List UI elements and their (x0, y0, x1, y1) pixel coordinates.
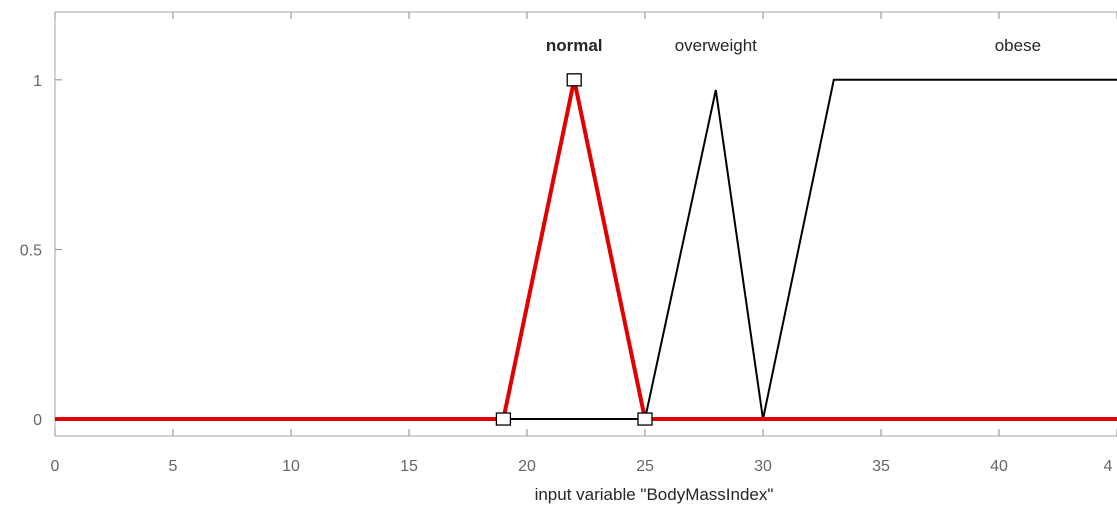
x-axis-title: input variable "BodyMassIndex" (535, 485, 774, 504)
mf-label-obese[interactable]: obese (995, 36, 1041, 55)
mf-handle-normal[interactable] (637, 412, 653, 426)
x-tick-label: 10 (282, 458, 300, 475)
x-tick-label: 20 (518, 458, 536, 475)
x-tick-label: 40 (990, 458, 1008, 475)
x-tick-label: 25 (636, 458, 654, 475)
x-tick-label: 30 (754, 458, 772, 475)
mf-labels: normal overweight obese (546, 36, 1041, 55)
mf-handle-normal[interactable] (566, 73, 582, 87)
y-tick-label: 0.5 (20, 242, 42, 259)
x-tick-label: 0 (51, 458, 60, 475)
x-tick-label: 15 (400, 458, 418, 475)
mf-label-overweight[interactable]: overweight (675, 36, 757, 55)
handles-layer[interactable] (495, 73, 653, 426)
x-tick-label: 5 (169, 458, 178, 475)
y-tick-label: 0 (33, 412, 42, 429)
axes-frame (54, 11, 1117, 437)
y-tick-label: 1 (33, 73, 42, 90)
x-tick-label: 35 (872, 458, 890, 475)
axis-ticks: 0 5 10 15 20 25 30 35 40 400.51 (20, 12, 1117, 475)
mf-handle-normal[interactable] (495, 412, 512, 426)
x-tick-label: 4 (1104, 458, 1113, 475)
mf-label-normal[interactable]: normal (546, 36, 603, 55)
